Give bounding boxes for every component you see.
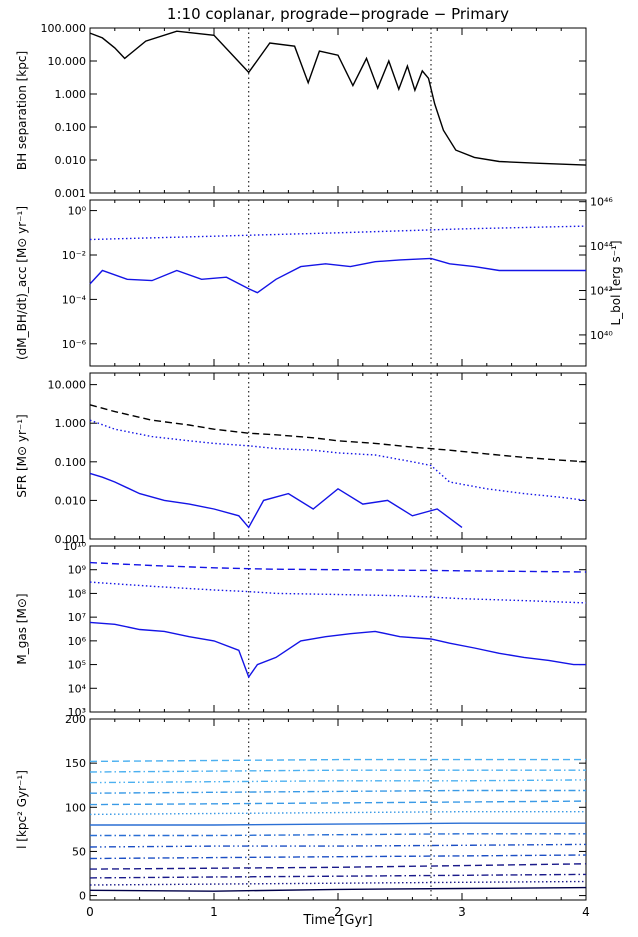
series-line-5 (89, 843, 587, 848)
x-axis-label: Time [Gyr] (302, 913, 372, 928)
y-tick-label: 0.100 (55, 456, 87, 469)
plot-frame (89, 372, 587, 540)
y-tick-label: 50 (72, 845, 86, 858)
y-axis-label: l [kpc² Gyr⁻¹] (15, 770, 29, 849)
plot-frame (89, 718, 587, 901)
panel-sfr: 0.001 0.010 0.100 1.000 10.000 SFR [M⊙ yr⁻¹] (15, 372, 587, 546)
panel-bh-separation: 0.001 0.010 0.100 1.000 10.000 100.000 BH sepa… (15, 22, 587, 200)
series-line-3 (89, 863, 587, 870)
y2-axis-label: L_bol [erg s⁻¹] (609, 240, 623, 325)
plot-frame (89, 199, 587, 367)
y-axis-label: SFR [M⊙ yr⁻¹] (15, 414, 29, 497)
y-tick-label: 10⁴ (68, 682, 87, 695)
y-tick-label: 10⁹ (68, 564, 86, 577)
series-line-12 (89, 769, 586, 773)
y2-tick-label: 10⁴⁴ (590, 240, 613, 253)
panel-angular-momentum: 0 1 2 3 4 0 50 100 150 200 l [kpc² Gyr⁻¹] (15, 713, 590, 919)
y-tick-label: 100.000 (41, 22, 87, 35)
y-axis-label: M_gas [M⊙] (15, 593, 29, 664)
y-tick-label: 10⁸ (68, 587, 87, 600)
series-line-1 (89, 419, 587, 502)
y-axis-label: BH separation [kpc] (15, 51, 29, 170)
figure-title: 1:10 coplanar, prograde−prograde − Prima… (167, 5, 509, 23)
series-line-1 (89, 581, 587, 604)
panel-gas-mass: 10³ 10⁴ 10⁵ 10⁶ 10⁷ 10⁸ 10⁹ 10¹⁰ M_gas [M⊙] (15, 540, 587, 719)
series-line-6 (90, 833, 586, 837)
series-line-11 (89, 779, 587, 784)
series-line-2 (89, 621, 586, 679)
y-tick-label: 1.000 (55, 88, 87, 101)
series-line-10 (89, 789, 586, 794)
y-axis-label: (dM_BH/dt)_acc [M⊙ yr⁻¹] (15, 206, 29, 360)
y-tick-label: 10.000 (48, 379, 87, 392)
plot-frame (89, 27, 587, 194)
series-line-2 (89, 472, 463, 529)
y2-tick-label: 10⁴⁰ (590, 329, 613, 342)
series-line-0 (89, 30, 587, 166)
panels: 0.001 0.010 0.100 1.000 10.000 100.000 BH sepa… (15, 22, 623, 919)
y-tick-label: 10⁰ (68, 205, 87, 218)
x-tick-label: 0 (86, 905, 94, 919)
y-tick-label: 200 (65, 713, 86, 726)
series-line-9 (89, 800, 587, 806)
y-tick-label: 10⁻⁴ (62, 293, 87, 306)
y-tick-label: 150 (65, 757, 86, 770)
y-tick-label: 10⁻⁶ (62, 338, 87, 351)
series-line-1 (89, 225, 587, 241)
y-tick-label: 10⁶ (68, 635, 87, 648)
y-tick-label: 10⁻² (62, 249, 86, 262)
x-tick-label: 2 (334, 905, 342, 919)
y-tick-label: 0.001 (55, 533, 87, 546)
y-tick-label: 0 (79, 890, 86, 903)
series-line-13 (89, 758, 586, 763)
series-line-0 (89, 886, 587, 892)
y-tick-label: 0.001 (55, 187, 87, 200)
y-tick-label: 10¹⁰ (63, 540, 86, 553)
x-tick-label: 4 (582, 905, 590, 919)
y-tick-label: 10.000 (48, 55, 87, 68)
y-tick-label: 0.010 (55, 494, 87, 507)
y-tick-label: 0.100 (55, 121, 87, 134)
series-line-1 (89, 880, 587, 886)
series-line-4 (89, 854, 587, 860)
y-tick-label: 10⁵ (68, 659, 86, 672)
y-tick-label: 10³ (68, 706, 86, 719)
series-line-0 (89, 404, 587, 463)
series-line-2 (89, 873, 587, 879)
panel-bh-accretion: 10⁻⁶ 10⁻⁴ 10⁻² 10⁰ 10⁴⁰ 10⁴² 10⁴⁴ 10⁴⁶ L_bol [er… (15, 196, 623, 367)
series-line-7 (90, 822, 586, 826)
y2-tick-label: 10⁴⁶ (590, 196, 613, 209)
y2-tick-label: 10⁴² (590, 285, 613, 298)
series-line-0 (89, 561, 587, 573)
series-line-8 (89, 811, 586, 816)
x-tick-label: 3 (458, 905, 466, 919)
x-tick-label: 1 (210, 905, 218, 919)
y-tick-label: 1.000 (55, 417, 87, 430)
y-tick-label: 0.010 (55, 154, 87, 167)
y-tick-label: 10⁷ (68, 611, 86, 624)
y-tick-label: 100 (65, 801, 86, 814)
series-line-0 (89, 257, 586, 294)
